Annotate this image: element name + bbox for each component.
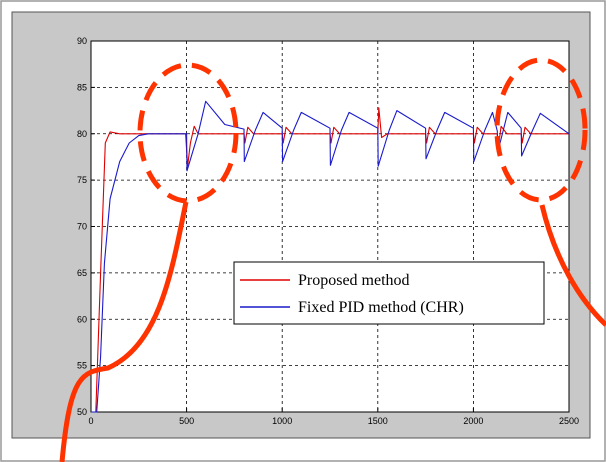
y-tick-label: 50: [77, 407, 87, 417]
x-tick-label: 500: [179, 416, 194, 426]
y-tick-label: 85: [77, 82, 87, 92]
legend-box: [233, 261, 545, 325]
y-tick-label: 70: [77, 222, 87, 232]
dashed-circle-left: [137, 62, 239, 204]
x-tick-label: 0: [88, 416, 93, 426]
dashed-circle-right: [494, 57, 588, 203]
y-tick-label: 55: [77, 361, 87, 371]
annotations: [59, 57, 606, 462]
y-tick-label: 60: [77, 314, 87, 324]
x-tick-label: 2500: [559, 416, 579, 426]
arrow-curve-left: [59, 201, 189, 462]
y-tick-label: 80: [77, 129, 87, 139]
plot-area: [90, 40, 570, 413]
legend-label-proposed: Proposed method: [298, 272, 410, 289]
y-tick-label: 65: [77, 268, 87, 278]
legend: Proposed method Fixed PID method (CHR): [233, 261, 545, 325]
y-tick-label: 75: [77, 175, 87, 185]
y-tick-label: 90: [77, 36, 87, 46]
x-tick-label: 1500: [368, 416, 388, 426]
x-tick-label: 1000: [272, 416, 292, 426]
arrow-curve-right: [539, 204, 606, 327]
x-tick-label: 2000: [463, 416, 483, 426]
legend-label-fixed-pid: Fixed PID method (CHR): [298, 299, 464, 316]
